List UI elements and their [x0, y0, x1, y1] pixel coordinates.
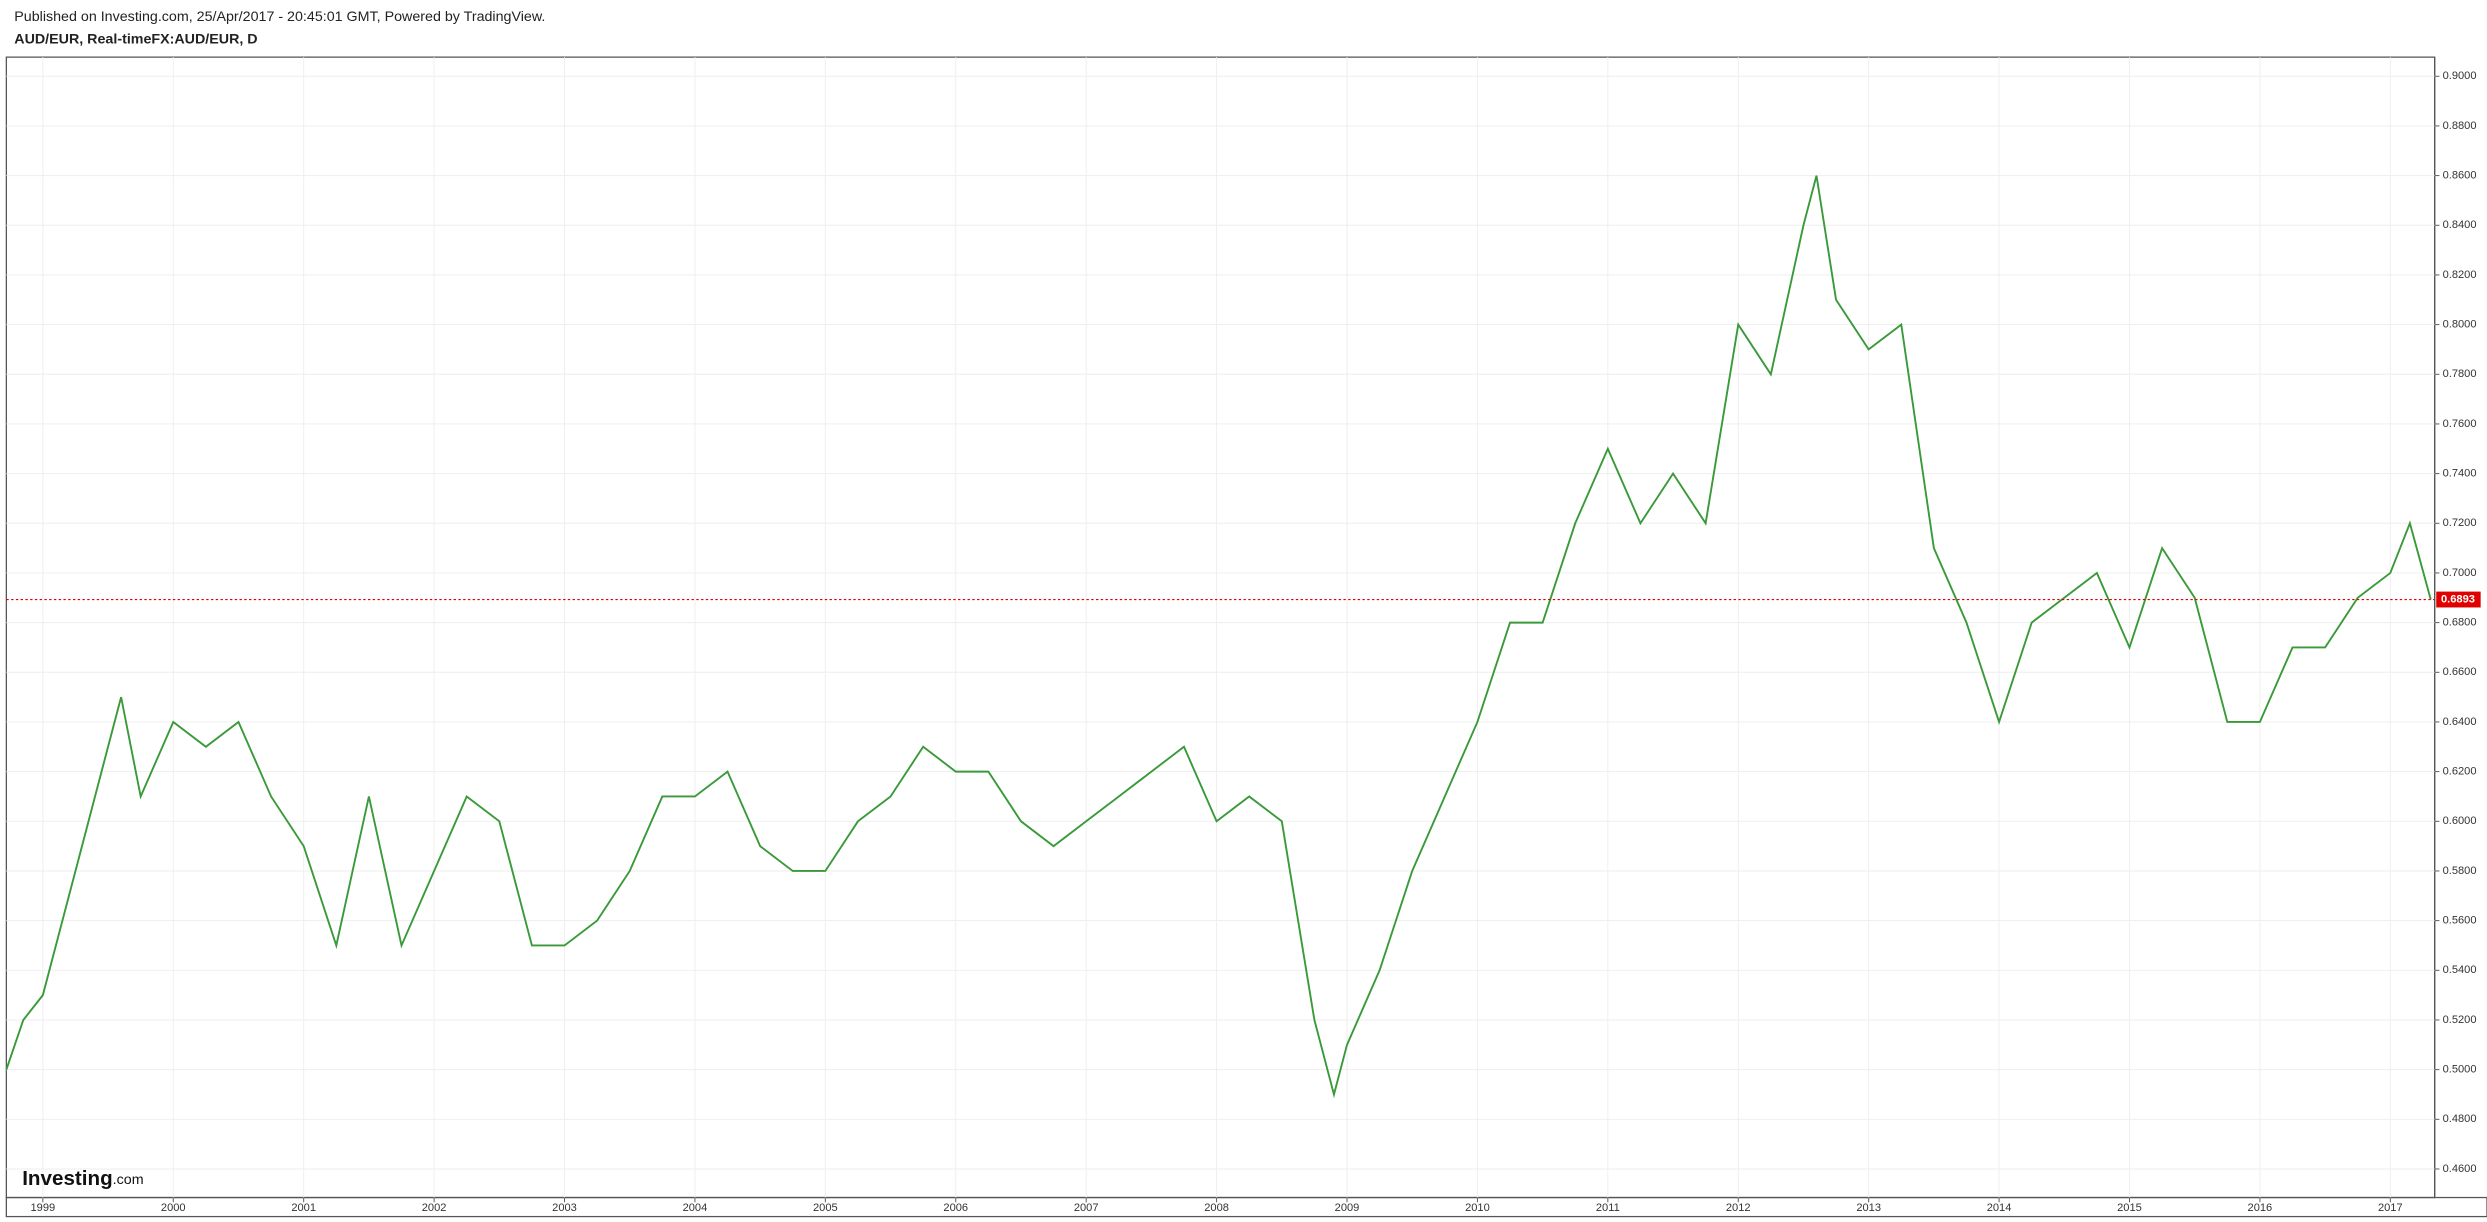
y-tick-label: 0.5600 — [2443, 915, 2477, 927]
y-tick-label: 0.7400 — [2443, 468, 2477, 480]
x-tick-label: 2006 — [943, 1202, 968, 1214]
x-tick-label: 2013 — [1856, 1202, 1881, 1214]
y-tick-label: 0.4800 — [2443, 1113, 2477, 1125]
x-tick-label: 2003 — [552, 1202, 577, 1214]
y-tick-label: 0.7200 — [2443, 517, 2477, 529]
y-tick-label: 0.6800 — [2443, 617, 2477, 629]
y-tick-label: 0.5800 — [2443, 865, 2477, 877]
y-tick-label: 0.7800 — [2443, 368, 2477, 380]
y-tick-label: 0.8400 — [2443, 219, 2477, 231]
y-tick-label: 0.6400 — [2443, 716, 2477, 728]
x-tick-label: 2005 — [813, 1202, 838, 1214]
x-tick-label: 2004 — [683, 1202, 708, 1214]
x-tick-label: 2002 — [422, 1202, 447, 1214]
y-tick-label: 0.6200 — [2443, 766, 2477, 778]
x-tick-label: 2000 — [161, 1202, 186, 1214]
x-tick-label: 2011 — [1596, 1202, 1620, 1214]
symbol-title: AUD/EUR, Real-timeFX:AUD/EUR, D — [14, 31, 257, 47]
y-tick-label: 0.6600 — [2443, 666, 2477, 678]
x-tick-label: 2008 — [1204, 1202, 1229, 1214]
y-tick-label: 0.5200 — [2443, 1014, 2477, 1026]
y-tick-label: 0.4600 — [2443, 1163, 2477, 1175]
y-tick-label: 0.8200 — [2443, 269, 2477, 281]
time-axis-frame — [5, 1196, 2487, 1218]
x-tick-label: 2016 — [2248, 1202, 2273, 1214]
y-tick-label: 0.9000 — [2443, 70, 2477, 82]
x-tick-label: 2010 — [1465, 1202, 1490, 1214]
published-note: Published on Investing.com, 25/Apr/2017 … — [14, 9, 545, 25]
x-tick-label: 1999 — [31, 1202, 56, 1214]
plot-frame — [5, 56, 2436, 1199]
y-tick-label: 0.8800 — [2443, 120, 2477, 132]
y-tick-label: 0.5000 — [2443, 1064, 2477, 1076]
x-tick-label: 2009 — [1335, 1202, 1360, 1214]
x-tick-label: 2014 — [1987, 1202, 2012, 1214]
last-price-badge — [2436, 591, 2481, 608]
y-tick-label: 0.6000 — [2443, 815, 2477, 827]
logo: Investing.com — [22, 1168, 143, 1191]
plot-area — [5, 57, 2435, 1198]
x-tick-label: 2007 — [1074, 1202, 1099, 1214]
logo-suffix: .com — [113, 1172, 144, 1188]
y-tick-label: 0.7600 — [2443, 418, 2477, 430]
y-tick-label: 0.8600 — [2443, 170, 2477, 182]
logo-brand: Investing — [22, 1168, 112, 1191]
last-price-label: 0.6893 — [2441, 593, 2475, 605]
x-tick-label: 2017 — [2378, 1202, 2403, 1214]
x-tick-label: 2015 — [2117, 1202, 2142, 1214]
y-tick-label: 0.7000 — [2443, 567, 2477, 579]
x-tick-label: 2012 — [1726, 1202, 1751, 1214]
x-tick-label: 2001 — [291, 1202, 316, 1214]
y-tick-label: 0.5400 — [2443, 964, 2477, 976]
price-line — [5, 175, 2432, 1099]
y-tick-label: 0.8000 — [2443, 319, 2477, 331]
